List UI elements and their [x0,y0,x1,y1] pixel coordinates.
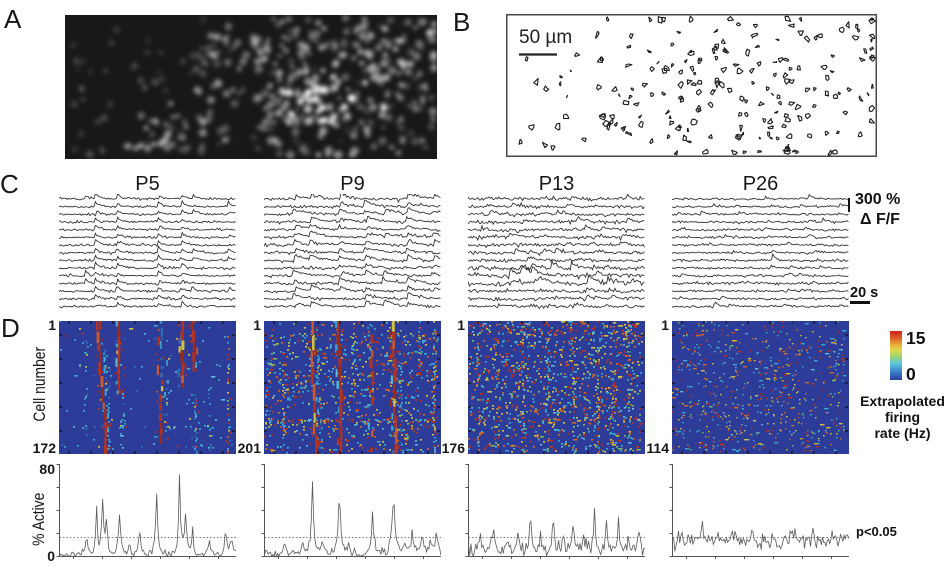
svg-text:50 µm: 50 µm [519,27,572,48]
